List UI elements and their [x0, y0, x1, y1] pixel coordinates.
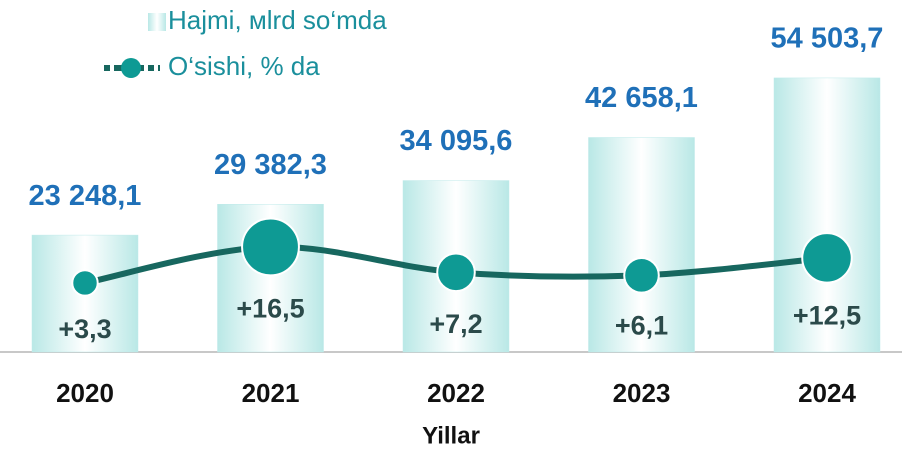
- x-tick-label: 2022: [427, 378, 485, 408]
- growth-value-label: +16,5: [236, 294, 304, 324]
- bar-value-label: 54 503,7: [771, 23, 884, 55]
- x-tick-label: 2021: [242, 378, 300, 408]
- legend-label: Hajmi, мlrd so‘mda: [168, 5, 387, 35]
- growth-marker: [241, 217, 300, 277]
- growth-marker: [71, 269, 99, 297]
- x-axis-title: Yillar: [422, 422, 480, 449]
- bar-value-label: 34 095,6: [400, 125, 513, 157]
- growth-value-label: +6,1: [615, 311, 668, 341]
- growth-marker: [801, 232, 853, 284]
- bar-value-label: 23 248,1: [29, 180, 142, 212]
- legend-marker: [121, 58, 141, 78]
- x-tick-label: 2020: [56, 378, 114, 408]
- growth-value-label: +7,2: [429, 309, 482, 339]
- x-tick-label: 2024: [798, 378, 856, 408]
- bar: [588, 137, 695, 353]
- growth-value-label: +12,5: [793, 301, 861, 331]
- growth-value-label: +3,3: [58, 314, 111, 344]
- legend-label: O‘sishi, % da: [168, 51, 320, 81]
- growth-marker: [623, 257, 660, 294]
- growth-marker: [436, 252, 476, 293]
- x-tick-label: 2023: [613, 378, 671, 408]
- bar: [773, 77, 881, 353]
- bar-value-label: 29 382,3: [214, 149, 327, 181]
- bar-value-label: 42 658,1: [585, 82, 698, 114]
- legend-swatch: [148, 13, 166, 31]
